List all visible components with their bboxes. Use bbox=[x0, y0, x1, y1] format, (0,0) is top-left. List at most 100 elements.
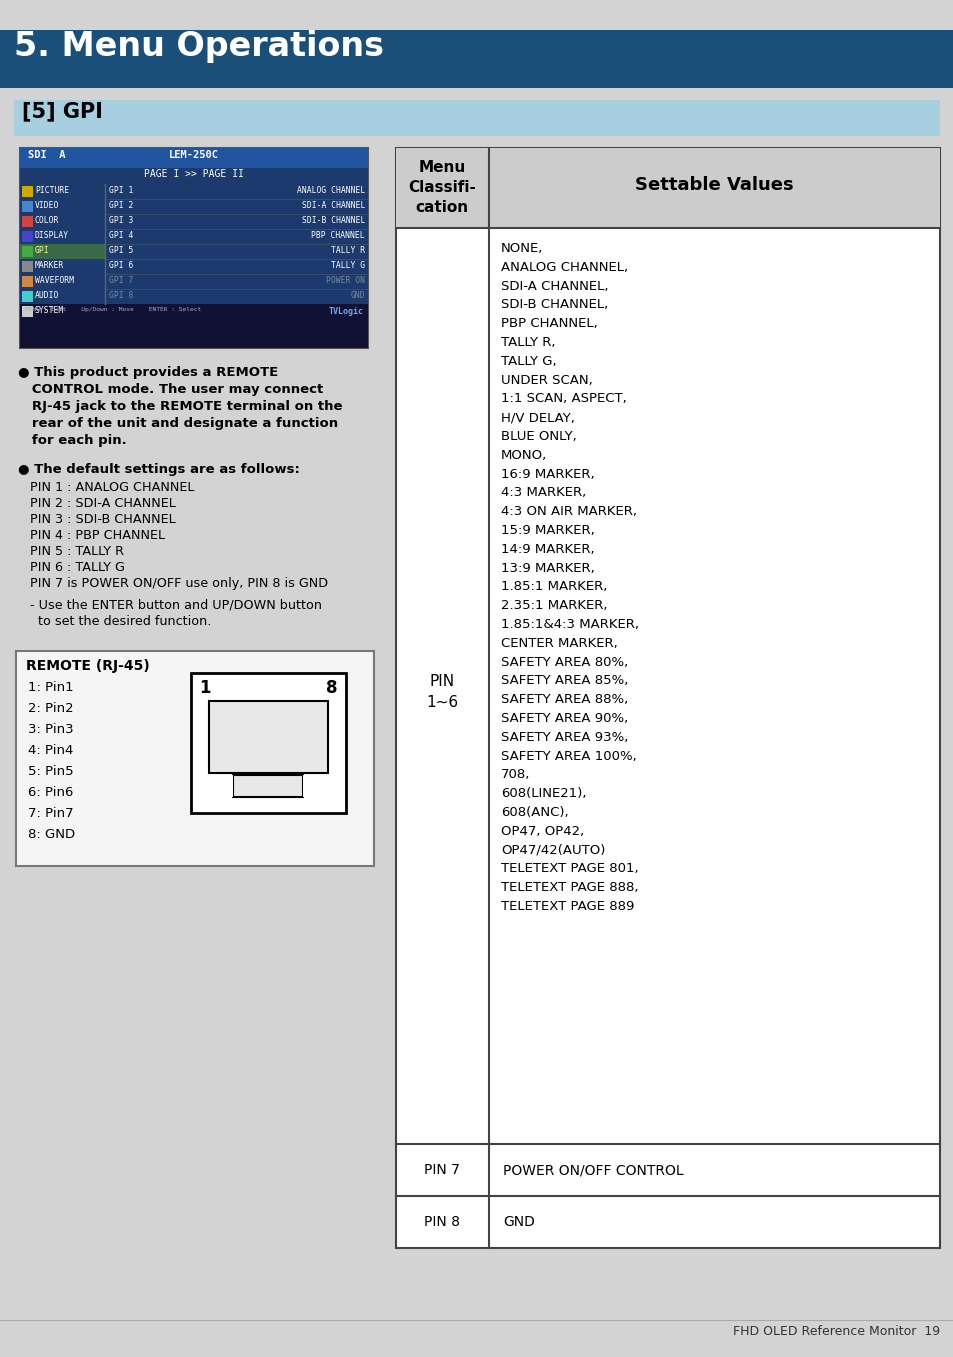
Text: 8: GND: 8: GND bbox=[28, 828, 75, 841]
Text: TVLogic: TVLogic bbox=[329, 307, 364, 316]
Text: 5. Menu Operations: 5. Menu Operations bbox=[14, 30, 384, 62]
Text: PICTURE: PICTURE bbox=[35, 186, 69, 195]
Text: 3: Pin3: 3: Pin3 bbox=[28, 723, 73, 735]
Bar bbox=[22, 231, 33, 242]
Text: VIDEO: VIDEO bbox=[35, 201, 59, 210]
Bar bbox=[20, 229, 105, 244]
Text: PIN 4 : PBP CHANNEL: PIN 4 : PBP CHANNEL bbox=[18, 529, 165, 541]
Text: TALLY R: TALLY R bbox=[331, 246, 365, 255]
Bar bbox=[209, 702, 328, 773]
Text: PIN
1~6: PIN 1~6 bbox=[425, 674, 457, 710]
Text: Settable Values: Settable Values bbox=[634, 176, 793, 194]
Bar bbox=[105, 244, 368, 259]
Text: 5: Pin5: 5: Pin5 bbox=[28, 765, 73, 778]
Bar bbox=[303, 775, 344, 797]
Text: MARKER: MARKER bbox=[35, 261, 64, 270]
Bar bbox=[22, 216, 33, 227]
Text: PIN 7 is POWER ON/OFF use only, PIN 8 is GND: PIN 7 is POWER ON/OFF use only, PIN 8 is… bbox=[18, 577, 328, 590]
Bar bbox=[233, 775, 303, 797]
Text: LEM-250C: LEM-250C bbox=[169, 151, 219, 160]
Text: 4: Pin4: 4: Pin4 bbox=[28, 744, 73, 757]
Text: PIN 8: PIN 8 bbox=[423, 1215, 459, 1229]
Text: PIN 5 : TALLY R: PIN 5 : TALLY R bbox=[18, 546, 124, 558]
Bar bbox=[20, 148, 368, 168]
Bar bbox=[20, 289, 105, 304]
Text: PIN 6 : TALLY G: PIN 6 : TALLY G bbox=[18, 560, 125, 574]
Bar bbox=[20, 185, 105, 199]
Text: - Use the ENTER button and UP/DOWN button: - Use the ENTER button and UP/DOWN butto… bbox=[18, 598, 322, 612]
Text: GPI 3: GPI 3 bbox=[109, 216, 133, 225]
Text: SDI-B CHANNEL: SDI-B CHANNEL bbox=[301, 216, 365, 225]
Text: [5] GPI: [5] GPI bbox=[22, 100, 103, 121]
Bar bbox=[191, 673, 346, 813]
Text: NONE,
ANALOG CHANNEL,
SDI-A CHANNEL,
SDI-B CHANNEL,
PBP CHANNEL,
TALLY R,
TALLY : NONE, ANALOG CHANNEL, SDI-A CHANNEL, SDI… bbox=[500, 242, 639, 913]
Bar bbox=[20, 214, 105, 229]
Text: RJ-45 jack to the REMOTE terminal on the: RJ-45 jack to the REMOTE terminal on the bbox=[18, 400, 342, 413]
Bar bbox=[16, 651, 374, 866]
Text: REMOTE (RJ-45): REMOTE (RJ-45) bbox=[26, 660, 150, 673]
Bar bbox=[0, 0, 953, 30]
Text: SDI  A: SDI A bbox=[28, 151, 66, 160]
Bar bbox=[22, 290, 33, 303]
Bar bbox=[105, 199, 368, 214]
Text: GPI: GPI bbox=[35, 246, 50, 255]
Text: DISPLAY: DISPLAY bbox=[35, 231, 69, 240]
Bar bbox=[395, 148, 939, 1248]
Text: PAGE I >> PAGE II: PAGE I >> PAGE II bbox=[144, 170, 244, 179]
Bar bbox=[105, 274, 368, 289]
Bar bbox=[395, 148, 939, 228]
Text: CONTROL mode. The user may connect: CONTROL mode. The user may connect bbox=[18, 383, 323, 396]
Text: 8: 8 bbox=[326, 678, 337, 697]
Text: SDI-A CHANNEL: SDI-A CHANNEL bbox=[301, 201, 365, 210]
Text: ● This product provides a REMOTE: ● This product provides a REMOTE bbox=[18, 366, 278, 379]
Bar bbox=[22, 275, 33, 286]
Text: to set the desired function.: to set the desired function. bbox=[18, 615, 212, 628]
Bar bbox=[20, 304, 368, 347]
Text: ANALOG CHANNEL: ANALOG CHANNEL bbox=[296, 186, 365, 195]
Text: PIN 7: PIN 7 bbox=[424, 1163, 459, 1177]
Bar bbox=[20, 259, 105, 274]
Bar bbox=[22, 186, 33, 197]
Bar bbox=[20, 148, 368, 347]
Bar bbox=[22, 201, 33, 212]
Text: WAVEFORM: WAVEFORM bbox=[35, 275, 74, 285]
Text: PBP CHANNEL: PBP CHANNEL bbox=[311, 231, 365, 240]
Text: GND: GND bbox=[350, 290, 365, 300]
Bar bbox=[105, 214, 368, 229]
Bar bbox=[14, 100, 939, 136]
Bar bbox=[20, 199, 105, 214]
Text: PIN 3 : SDI-B CHANNEL: PIN 3 : SDI-B CHANNEL bbox=[18, 513, 175, 527]
Text: GPI 1: GPI 1 bbox=[109, 186, 133, 195]
Text: TALLY G: TALLY G bbox=[331, 261, 365, 270]
Bar bbox=[20, 148, 368, 347]
Text: POWER ON/OFF CONTROL: POWER ON/OFF CONTROL bbox=[502, 1163, 683, 1177]
Text: GPI 8: GPI 8 bbox=[109, 290, 133, 300]
Text: PIN 1 : ANALOG CHANNEL: PIN 1 : ANALOG CHANNEL bbox=[18, 480, 194, 494]
Bar bbox=[20, 168, 368, 185]
Bar bbox=[22, 305, 33, 318]
Text: POWER ON: POWER ON bbox=[326, 275, 365, 285]
Bar bbox=[105, 229, 368, 244]
Text: GPI 6: GPI 6 bbox=[109, 261, 133, 270]
Text: ● The default settings are as follows:: ● The default settings are as follows: bbox=[18, 463, 299, 476]
Text: FHD OLED Reference Monitor  19: FHD OLED Reference Monitor 19 bbox=[732, 1324, 939, 1338]
Text: GPI 4: GPI 4 bbox=[109, 231, 133, 240]
Text: 6: Pin6: 6: Pin6 bbox=[28, 786, 73, 799]
Text: GND: GND bbox=[502, 1215, 535, 1229]
Text: 1: Pin1: 1: Pin1 bbox=[28, 681, 73, 693]
Text: AUDIO: AUDIO bbox=[35, 290, 59, 300]
Text: GPI 7: GPI 7 bbox=[109, 275, 133, 285]
Bar bbox=[105, 259, 368, 274]
Text: 1: 1 bbox=[199, 678, 211, 697]
Text: 2: Pin2: 2: Pin2 bbox=[28, 702, 73, 715]
Text: MENU : Exit    Up/Down : Move    ENTER : Select: MENU : Exit Up/Down : Move ENTER : Selec… bbox=[25, 307, 201, 312]
Bar bbox=[20, 274, 105, 289]
Text: COLOR: COLOR bbox=[35, 216, 59, 225]
Bar bbox=[0, 30, 953, 88]
Bar bbox=[20, 244, 105, 259]
Text: 7: Pin7: 7: Pin7 bbox=[28, 807, 73, 820]
Text: rear of the unit and designate a function: rear of the unit and designate a functio… bbox=[18, 417, 337, 430]
Text: Menu
Classifi-
cation: Menu Classifi- cation bbox=[408, 160, 476, 214]
Bar bbox=[193, 775, 233, 797]
Bar bbox=[20, 304, 105, 319]
